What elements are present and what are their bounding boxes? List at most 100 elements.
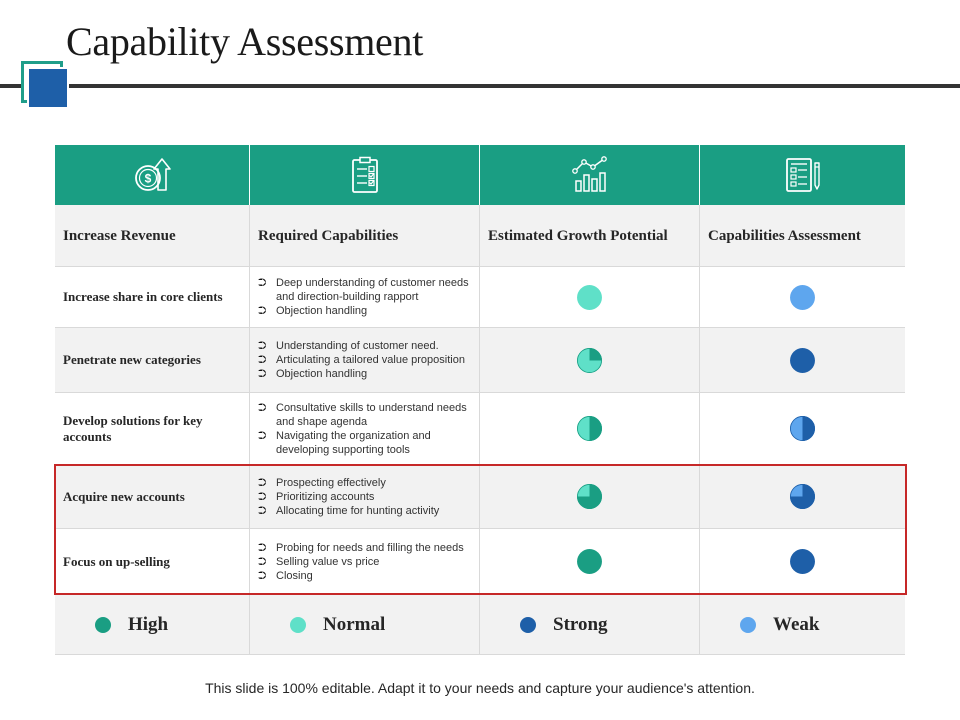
legend-dot-strong [520, 616, 536, 633]
legend-label: Strong [553, 613, 608, 635]
page-title: Capability Assessment [66, 19, 424, 64]
legend-item-weak: Weak [740, 614, 819, 636]
list-item: ⮊ Understanding of customer need. [256, 339, 475, 353]
capability-text: Consultative skills to understand needs … [276, 401, 467, 428]
assessment-cell [700, 393, 905, 464]
assessment-cell [700, 465, 905, 528]
legend-dot-normal [290, 616, 306, 633]
row-label: Focus on up-selling [55, 529, 250, 594]
row-label: Acquire new accounts [55, 465, 250, 528]
list-item: ⮊ Prioritizing accounts [256, 490, 475, 504]
legend-dot-weak [740, 616, 756, 633]
capability-text: Understanding of customer need. [276, 340, 439, 352]
curved-arrow-icon: ⮊ [258, 354, 267, 366]
assessment-cell [700, 267, 905, 327]
icon-cell-revenue: $ [55, 145, 250, 205]
curved-arrow-icon: ⮊ [258, 277, 267, 289]
capabilities-cell: ⮊ Deep understanding of customer needs an… [250, 267, 480, 327]
harvey-disc [577, 549, 602, 574]
header-growth-potential: Estimated Growth Potential [480, 205, 700, 266]
curved-arrow-icon: ⮊ [258, 541, 267, 554]
capability-table: $ [55, 145, 905, 655]
legend-dot-high [95, 616, 111, 633]
row-label: Develop solutions for key accounts [55, 393, 250, 464]
icon-header-row: $ [55, 145, 905, 205]
legend-cell: High [55, 595, 250, 654]
growth-cell [480, 465, 700, 528]
growth-harvey-ball [577, 549, 602, 574]
harvey-ring [577, 347, 602, 373]
capabilities-list: ⮊ Consultative skills to understand needs… [256, 401, 475, 457]
header-required-capabilities: Required Capabilities [250, 205, 480, 266]
legend-cell: Normal [250, 595, 480, 654]
curved-arrow-icon: ⮊ [258, 490, 267, 503]
footer-note: This slide is 100% editable. Adapt it to… [205, 680, 755, 696]
curved-arrow-icon: ⮊ [258, 429, 267, 442]
harvey-ring [790, 416, 815, 441]
icon-cell-assessment [700, 145, 905, 205]
capabilities-cell: ⮊ Prospecting effectively ⮊ Prioritizing a… [250, 465, 480, 528]
list-item: ⮊ Deep understanding of customer needs an… [256, 276, 475, 304]
growth-harvey-ball [577, 347, 602, 373]
curved-arrow-icon: ⮊ [258, 368, 267, 380]
list-item: ⮊ Closing [256, 569, 475, 583]
list-item: ⮊ Prospecting effectively [256, 476, 475, 490]
title-divider [0, 84, 960, 88]
capabilities-list: ⮊ Prospecting effectively ⮊ Prioritizing a… [256, 476, 475, 518]
harvey-fill-wedge [790, 484, 815, 509]
table-row: Penetrate new categories ⮊ Understanding … [55, 328, 905, 393]
table-row: Increase share in core clients ⮊ Deep und… [55, 267, 905, 328]
assessment-harvey-ball [790, 416, 815, 441]
harvey-fill-wedge [802, 416, 815, 441]
report-pencil-icon [785, 158, 820, 192]
list-item: ⮊ Allocating time for hunting activity [256, 504, 475, 518]
list-item: ⮊ Objection handling [256, 367, 475, 381]
assessment-cell [700, 328, 905, 392]
legend-row: High Normal Strong Weak [55, 595, 905, 655]
decor-square-filled [27, 67, 69, 109]
capabilities-cell: ⮊ Probing for needs and filling the needs… [250, 529, 480, 594]
capabilities-list: ⮊ Understanding of customer need. ⮊ Articu… [256, 339, 475, 381]
assessment-harvey-ball [790, 347, 815, 373]
assessment-harvey-ball [790, 284, 815, 310]
capability-text: Selling value vs price [276, 555, 380, 568]
capabilities-list: ⮊ Probing for needs and filling the needs… [256, 541, 475, 583]
curved-arrow-icon: ⮊ [258, 569, 267, 582]
assessment-cell [700, 529, 905, 594]
list-item: ⮊ Selling value vs price [256, 555, 475, 569]
harvey-disc [577, 284, 602, 310]
icon-cell-growth [480, 145, 700, 205]
assessment-harvey-ball [790, 484, 815, 509]
assessment-harvey-ball [790, 549, 815, 574]
capability-text: Prospecting effectively [276, 476, 386, 489]
list-item: ⮊ Consultative skills to understand needs… [256, 401, 475, 429]
harvey-ring [577, 416, 602, 441]
capabilities-list: ⮊ Deep understanding of customer needs an… [256, 276, 475, 318]
capability-text: Allocating time for hunting activity [276, 504, 440, 517]
legend-label: Normal [323, 613, 386, 635]
capability-text: Articulating a tailored value propositio… [276, 354, 465, 366]
checklist-icon [351, 156, 378, 193]
capability-text: Navigating the organization and developi… [276, 429, 431, 456]
row-label: Penetrate new categories [55, 328, 250, 392]
legend-cell: Weak [700, 595, 905, 654]
legend-item-high: High [95, 614, 168, 636]
list-item: ⮊ Objection handling [256, 304, 475, 318]
legend-label: High [128, 613, 169, 635]
growth-cell [480, 393, 700, 464]
column-header-row: Increase Revenue Required Capabilities E… [55, 205, 905, 267]
curved-arrow-icon: ⮊ [258, 401, 267, 414]
harvey-fill-wedge [589, 347, 602, 360]
list-item: ⮊ Probing for needs and filling the needs [256, 541, 475, 555]
capabilities-cell: ⮊ Consultative skills to understand needs… [250, 393, 480, 464]
table-row: Acquire new accounts ⮊ Prospecting effect… [55, 465, 905, 529]
curved-arrow-icon: ⮊ [258, 305, 267, 317]
capability-text: Closing [276, 569, 313, 582]
capability-text: Deep understanding of customer needs and… [276, 277, 469, 303]
list-item: ⮊ Articulating a tailored value propositi… [256, 353, 475, 367]
growth-harvey-ball [577, 416, 602, 441]
harvey-ring [790, 484, 815, 509]
growth-chart-icon [571, 156, 607, 192]
legend-item-strong: Strong [520, 614, 608, 636]
capability-text: Objection handling [276, 305, 368, 317]
